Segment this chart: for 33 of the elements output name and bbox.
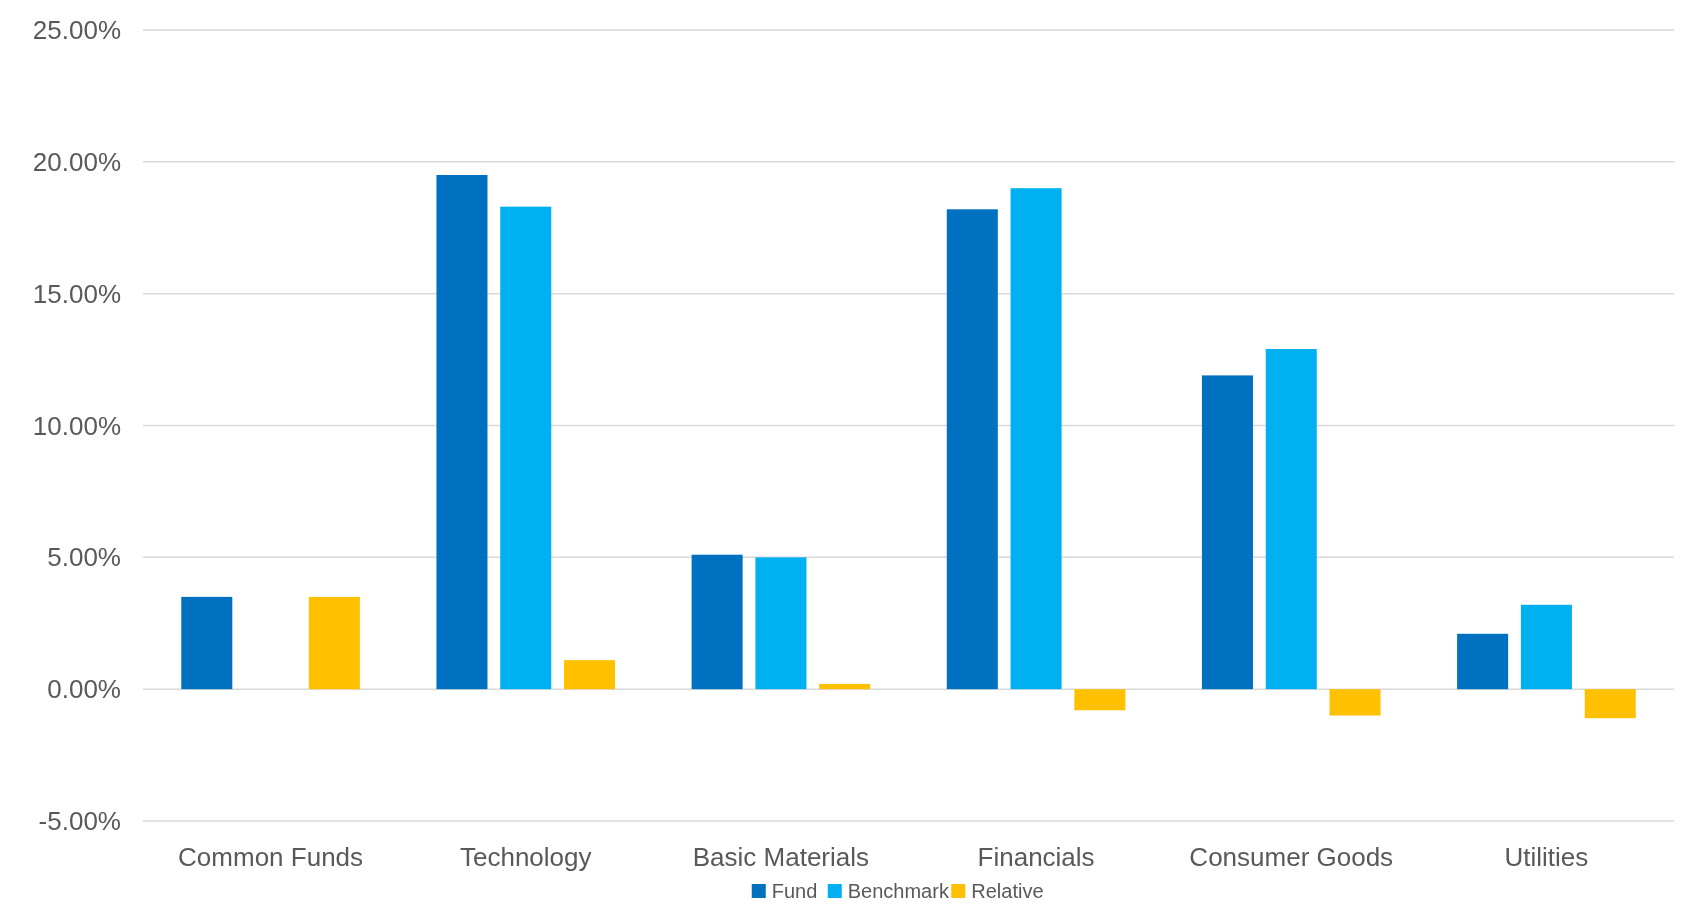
x-tick-label: Consumer Goods	[1189, 842, 1394, 872]
y-tick-label: -5.00%	[38, 806, 121, 837]
bar	[436, 175, 488, 690]
bar	[755, 557, 807, 690]
bar	[1329, 689, 1381, 716]
bar	[1201, 375, 1253, 690]
x-tick-label: Basic Materials	[692, 842, 870, 872]
bar	[946, 209, 998, 690]
bar	[308, 596, 360, 690]
bar	[1265, 349, 1317, 690]
x-tick-label: Utilities	[1504, 842, 1589, 872]
bar	[1457, 633, 1509, 690]
legend-label: Relative	[971, 880, 1044, 902]
bar	[691, 554, 743, 690]
bar	[1584, 689, 1636, 719]
x-tick-label: Common Funds	[178, 842, 364, 872]
x-tick-label: Technology	[459, 842, 592, 872]
bar	[1074, 689, 1126, 711]
y-tick-label: 25.00%	[32, 15, 121, 46]
y-tick-label: 0.00%	[47, 674, 121, 705]
y-tick-label: 10.00%	[32, 410, 121, 441]
y-tick-label: 15.00%	[32, 278, 121, 309]
y-tick-label: 20.00%	[32, 146, 121, 177]
x-tick-label: Financials	[977, 842, 1095, 872]
bar	[1010, 188, 1062, 690]
legend-label: Benchmark	[847, 880, 950, 902]
bar	[500, 206, 552, 690]
bar	[564, 660, 616, 690]
bar	[1520, 604, 1572, 690]
y-tick-label: 5.00%	[47, 542, 121, 573]
bar	[181, 596, 233, 690]
legend-label: Fund	[771, 880, 818, 902]
bar	[819, 683, 871, 690]
